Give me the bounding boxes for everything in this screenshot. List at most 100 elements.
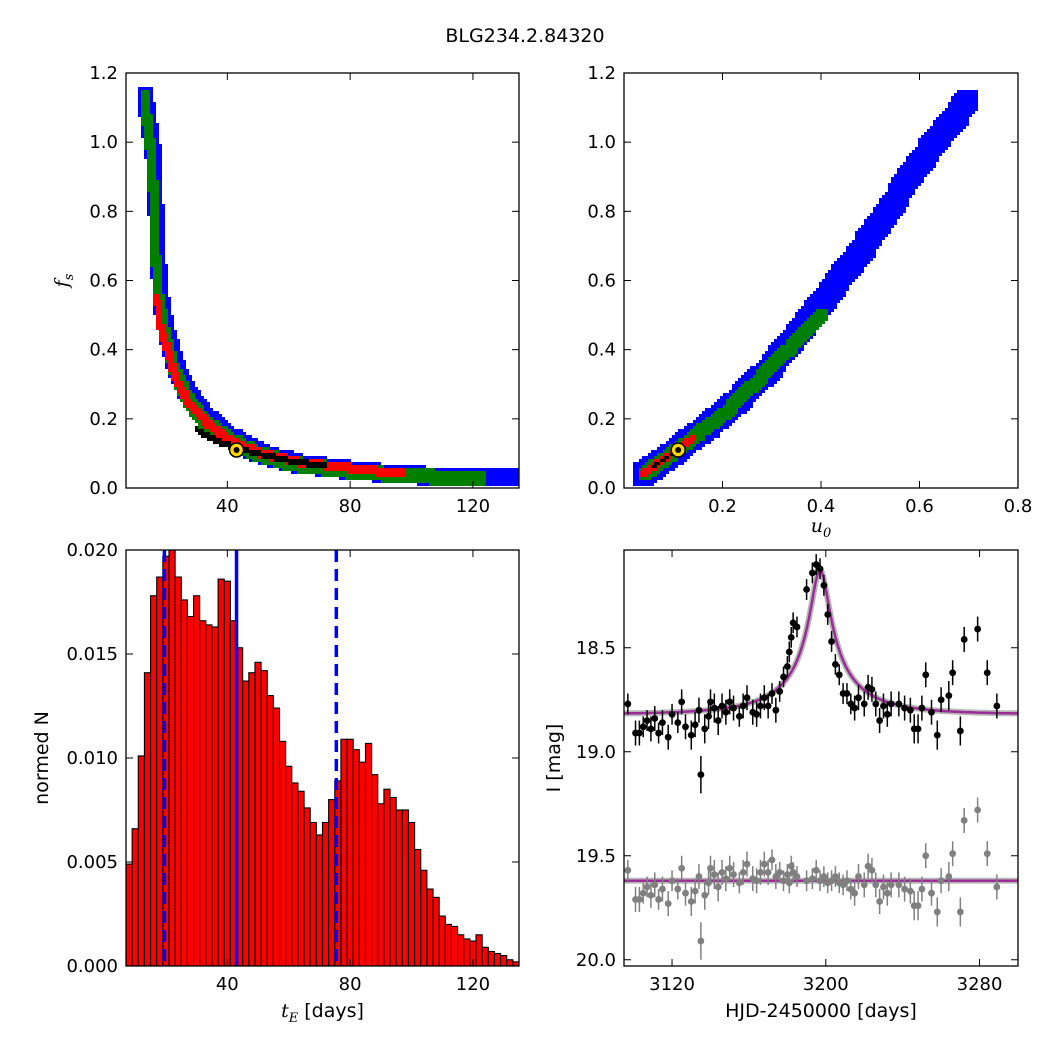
region-cell-green [816, 309, 828, 321]
data-point [710, 704, 718, 712]
region-cell-black [303, 459, 306, 465]
y-tick-label: 0.8 [587, 201, 616, 222]
data-point [933, 731, 941, 739]
data-point [914, 902, 922, 910]
histogram-bar [506, 959, 514, 966]
data-point [760, 694, 768, 702]
data-point [707, 698, 714, 706]
histogram-bar [223, 580, 231, 966]
region-cell-black [288, 459, 291, 465]
data-point [883, 710, 891, 718]
data-point [949, 669, 957, 677]
data-point [668, 877, 676, 885]
data-point [883, 889, 891, 897]
data-point [718, 869, 726, 876]
data-point [714, 717, 722, 724]
region-cell-black [270, 453, 273, 459]
data-point [974, 806, 982, 814]
data-point [705, 713, 712, 720]
histogram-bar [377, 803, 385, 966]
plot-area [138, 87, 519, 486]
x-tick-label: 0.4 [807, 496, 836, 517]
histogram-bar [371, 774, 379, 966]
region-cell-black [657, 462, 660, 465]
region-cell-red [399, 468, 405, 477]
y-tick-label: 0.2 [587, 409, 616, 430]
histogram-bar [438, 915, 446, 966]
data-point [906, 706, 914, 714]
data-point [901, 704, 909, 712]
histogram-bar [328, 799, 336, 966]
data-point [835, 671, 843, 679]
data-point [701, 891, 709, 899]
histogram-bar [266, 695, 274, 966]
histogram-bar [303, 807, 311, 966]
data-point [753, 877, 761, 885]
data-point [682, 889, 689, 897]
axes-frame [125, 549, 520, 967]
histogram-bar [143, 672, 152, 966]
histogram-bar [395, 809, 403, 966]
region-cell-green [414, 468, 423, 483]
region-cell-blue [510, 468, 519, 486]
histogram-bar [420, 869, 428, 966]
histogram-bar [315, 834, 324, 966]
y-tick-label: 0.000 [66, 956, 118, 977]
region-cell-black [279, 456, 282, 462]
data-point [956, 727, 964, 735]
histogram-bar [150, 595, 158, 966]
data-point [983, 669, 991, 677]
histogram-bar [186, 616, 195, 966]
data-point [743, 694, 751, 702]
histogram-bar [260, 670, 268, 966]
data-point [785, 879, 793, 887]
model-band [624, 566, 1018, 717]
region-cell-black [285, 456, 288, 462]
data-point [651, 715, 659, 722]
region-cell-blue [957, 90, 978, 111]
data-point [735, 879, 743, 887]
histogram-bar [401, 809, 410, 966]
data-point [659, 719, 666, 727]
data-point [655, 729, 662, 737]
data-point [983, 850, 991, 858]
y-axis-label: fs [51, 273, 77, 289]
y-tick-label: 1.2 [89, 63, 118, 84]
data-point [880, 883, 887, 891]
figure-title: BLG234.2.84320 [445, 25, 604, 47]
region-cell-black [249, 450, 252, 456]
region-cell-green [441, 471, 450, 486]
data-point [735, 713, 743, 720]
region-cell-black [315, 462, 318, 468]
histogram-bar [297, 790, 305, 966]
histogram-bar [217, 578, 225, 966]
histogram-bar [383, 788, 391, 966]
data-point [691, 887, 699, 895]
histogram-bar [309, 821, 317, 966]
region-cell-black [216, 438, 219, 444]
region-cell-black [267, 453, 270, 459]
region-cell-black [219, 441, 222, 447]
data-point [808, 875, 816, 883]
histogram-bar [407, 821, 416, 966]
region-cell-black [309, 462, 312, 468]
data-point [918, 704, 926, 712]
x-tick-label: 40 [216, 496, 239, 517]
histogram-bar [272, 707, 281, 966]
data-point [895, 881, 903, 889]
data-point [793, 623, 801, 631]
region-cell-red [690, 435, 696, 441]
region-cell-black [294, 459, 297, 465]
data-point [701, 725, 709, 733]
x-tick-label: 80 [339, 974, 362, 995]
region-cell-black [207, 435, 210, 441]
axes-frame [125, 72, 520, 489]
data-point [664, 733, 672, 741]
region-cell-black [273, 456, 276, 462]
data-point [643, 883, 651, 891]
y-tick-label: 18.5 [576, 638, 616, 659]
region-cell-black [321, 462, 324, 468]
data-point [843, 877, 851, 885]
data-point [945, 692, 953, 699]
histogram-bar [457, 934, 465, 966]
